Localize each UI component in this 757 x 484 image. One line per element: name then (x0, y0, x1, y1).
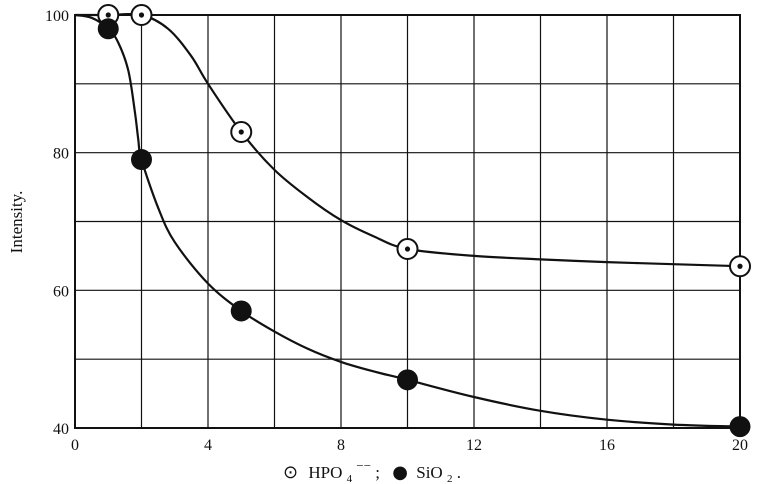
y-tick-labels: 40 60 80 100 (45, 8, 69, 438)
legend-sio2-label: SiO (416, 463, 442, 482)
grid (74, 14, 741, 429)
y-axis-label: Intensity. (7, 191, 26, 254)
hpo4-point-center (138, 12, 145, 18)
hpo4-curve (75, 12, 741, 268)
legend-hpo4-label: HPO (308, 463, 342, 482)
hpo4-point-center (105, 12, 111, 18)
x-tick-label: 12 (466, 437, 482, 454)
hpo4-point-center (737, 263, 743, 269)
legend-separator: ; (375, 463, 380, 482)
y-tick-label: 100 (45, 8, 69, 25)
y-tick-label: 60 (53, 283, 69, 300)
x-tick-label: 20 (732, 437, 748, 454)
sio2-point (397, 369, 418, 391)
sio2-point (97, 18, 119, 40)
y-tick-label: 80 (53, 146, 69, 163)
legend-sio2-sub: 2 (447, 473, 453, 484)
x-tick-label: 8 (337, 437, 345, 454)
svg-text:⊙ HPO 4 −−: ⊙ HPO 4 −− ; ● SiO 2 . (283, 455, 461, 484)
plot-frame (74, 14, 741, 429)
legend-sio2-symbol: ● (392, 462, 408, 483)
legend-hpo4-symbol: ⊙ (283, 462, 298, 483)
sio2-point (729, 416, 751, 438)
x-tick-label: 0 (71, 437, 79, 454)
hpo4-point-center (404, 246, 411, 252)
legend-hpo4-sup: −− (356, 458, 371, 473)
legend-hpo4-sub: 4 (347, 473, 353, 484)
y-tick-label: 40 (53, 421, 69, 438)
sio2-point (230, 300, 252, 322)
x-tick-label: 4 (204, 437, 212, 454)
hpo4-point-center (238, 129, 244, 135)
legend-sio2-end: . (457, 463, 461, 482)
series-markers (97, 4, 751, 438)
x-tick-labels: 0 4 8 12 16 20 (71, 437, 748, 454)
legend: ⊙ HPO 4 −− ; ● SiO 2 . (283, 455, 461, 484)
sio2-point (131, 149, 152, 171)
x-tick-label: 16 (599, 437, 615, 454)
